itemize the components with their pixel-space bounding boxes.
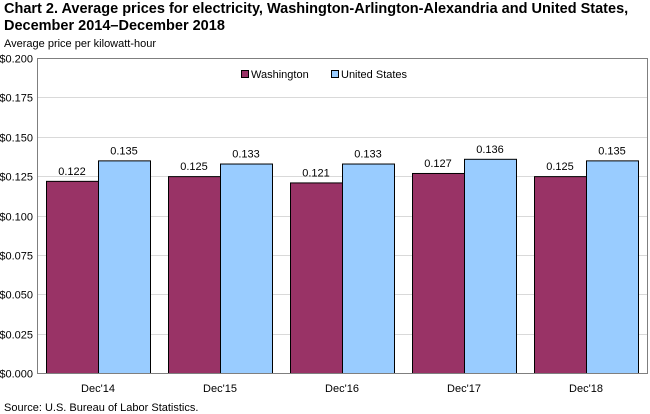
data-label: 0.127: [424, 158, 452, 170]
x-tick-label: Dec'17: [447, 383, 481, 395]
bar-washington: [46, 180, 99, 374]
bar-united-states: [342, 163, 395, 374]
bar-washington: [290, 182, 343, 374]
legend-swatch-washington: [241, 70, 249, 78]
data-label: 0.122: [58, 166, 86, 178]
x-tick-label: Dec'14: [81, 383, 115, 395]
data-label: 0.135: [598, 145, 626, 157]
y-tick-label: $0.050: [0, 290, 33, 302]
chart-title: Chart 2. Average prices for electricity,…: [4, 1, 649, 35]
data-label: 0.125: [180, 161, 208, 173]
x-tick-label: Dec'15: [203, 383, 237, 395]
data-label: 0.121: [302, 167, 330, 179]
x-tick-label: Dec'16: [325, 383, 359, 395]
chart-title-line1: Chart 2. Average prices for electricity,…: [4, 1, 629, 17]
source-note: Source: U.S. Bureau of Labor Statistics.: [4, 402, 199, 414]
data-label: 0.136: [476, 144, 504, 156]
bar-united-states: [98, 160, 151, 374]
data-label: 0.133: [354, 149, 382, 161]
legend-swatch-united-states: [331, 70, 339, 78]
data-label: 0.133: [232, 149, 260, 161]
data-labels: 0.122 0.135 0.125 0.133 0.121 0.133 0.127 0.136…: [58, 144, 626, 180]
bar-united-states: [464, 158, 517, 374]
y-tick-label: $0.150: [0, 133, 33, 145]
chart-title-line2: December 2014–December 2018: [4, 18, 225, 34]
y-tick-label: $0.025: [0, 330, 33, 342]
data-label: 0.135: [110, 145, 138, 157]
y-axis-label: Average price per kilowatt-hour: [4, 38, 157, 50]
legend-label: Washington: [251, 69, 309, 81]
x-tick-labels: Dec'14 Dec'15 Dec'16 Dec'17 Dec'18: [81, 383, 603, 395]
data-label: 0.125: [546, 161, 574, 173]
bar-washington: [412, 172, 465, 374]
y-tick-label: $0.100: [0, 212, 33, 224]
y-tick-labels: $0.000 $0.025 $0.050 $0.075 $0.100 $0.125 $0.1…: [0, 54, 33, 381]
x-tick-label: Dec'18: [569, 383, 603, 395]
plot-frame: [37, 58, 648, 374]
legend: Washington United States: [241, 69, 408, 81]
bars: [46, 158, 639, 374]
y-tick-label: $0.125: [0, 172, 33, 184]
y-tick-label: $0.000: [0, 369, 33, 381]
y-tick-label: $0.200: [0, 54, 33, 66]
bar-united-states: [586, 160, 639, 374]
legend-label: United States: [341, 69, 408, 81]
bar-united-states: [220, 163, 273, 374]
bar-washington: [168, 176, 221, 374]
bar-washington: [534, 176, 587, 374]
y-tick-label: $0.175: [0, 93, 33, 105]
y-tick-label: $0.075: [0, 251, 33, 263]
